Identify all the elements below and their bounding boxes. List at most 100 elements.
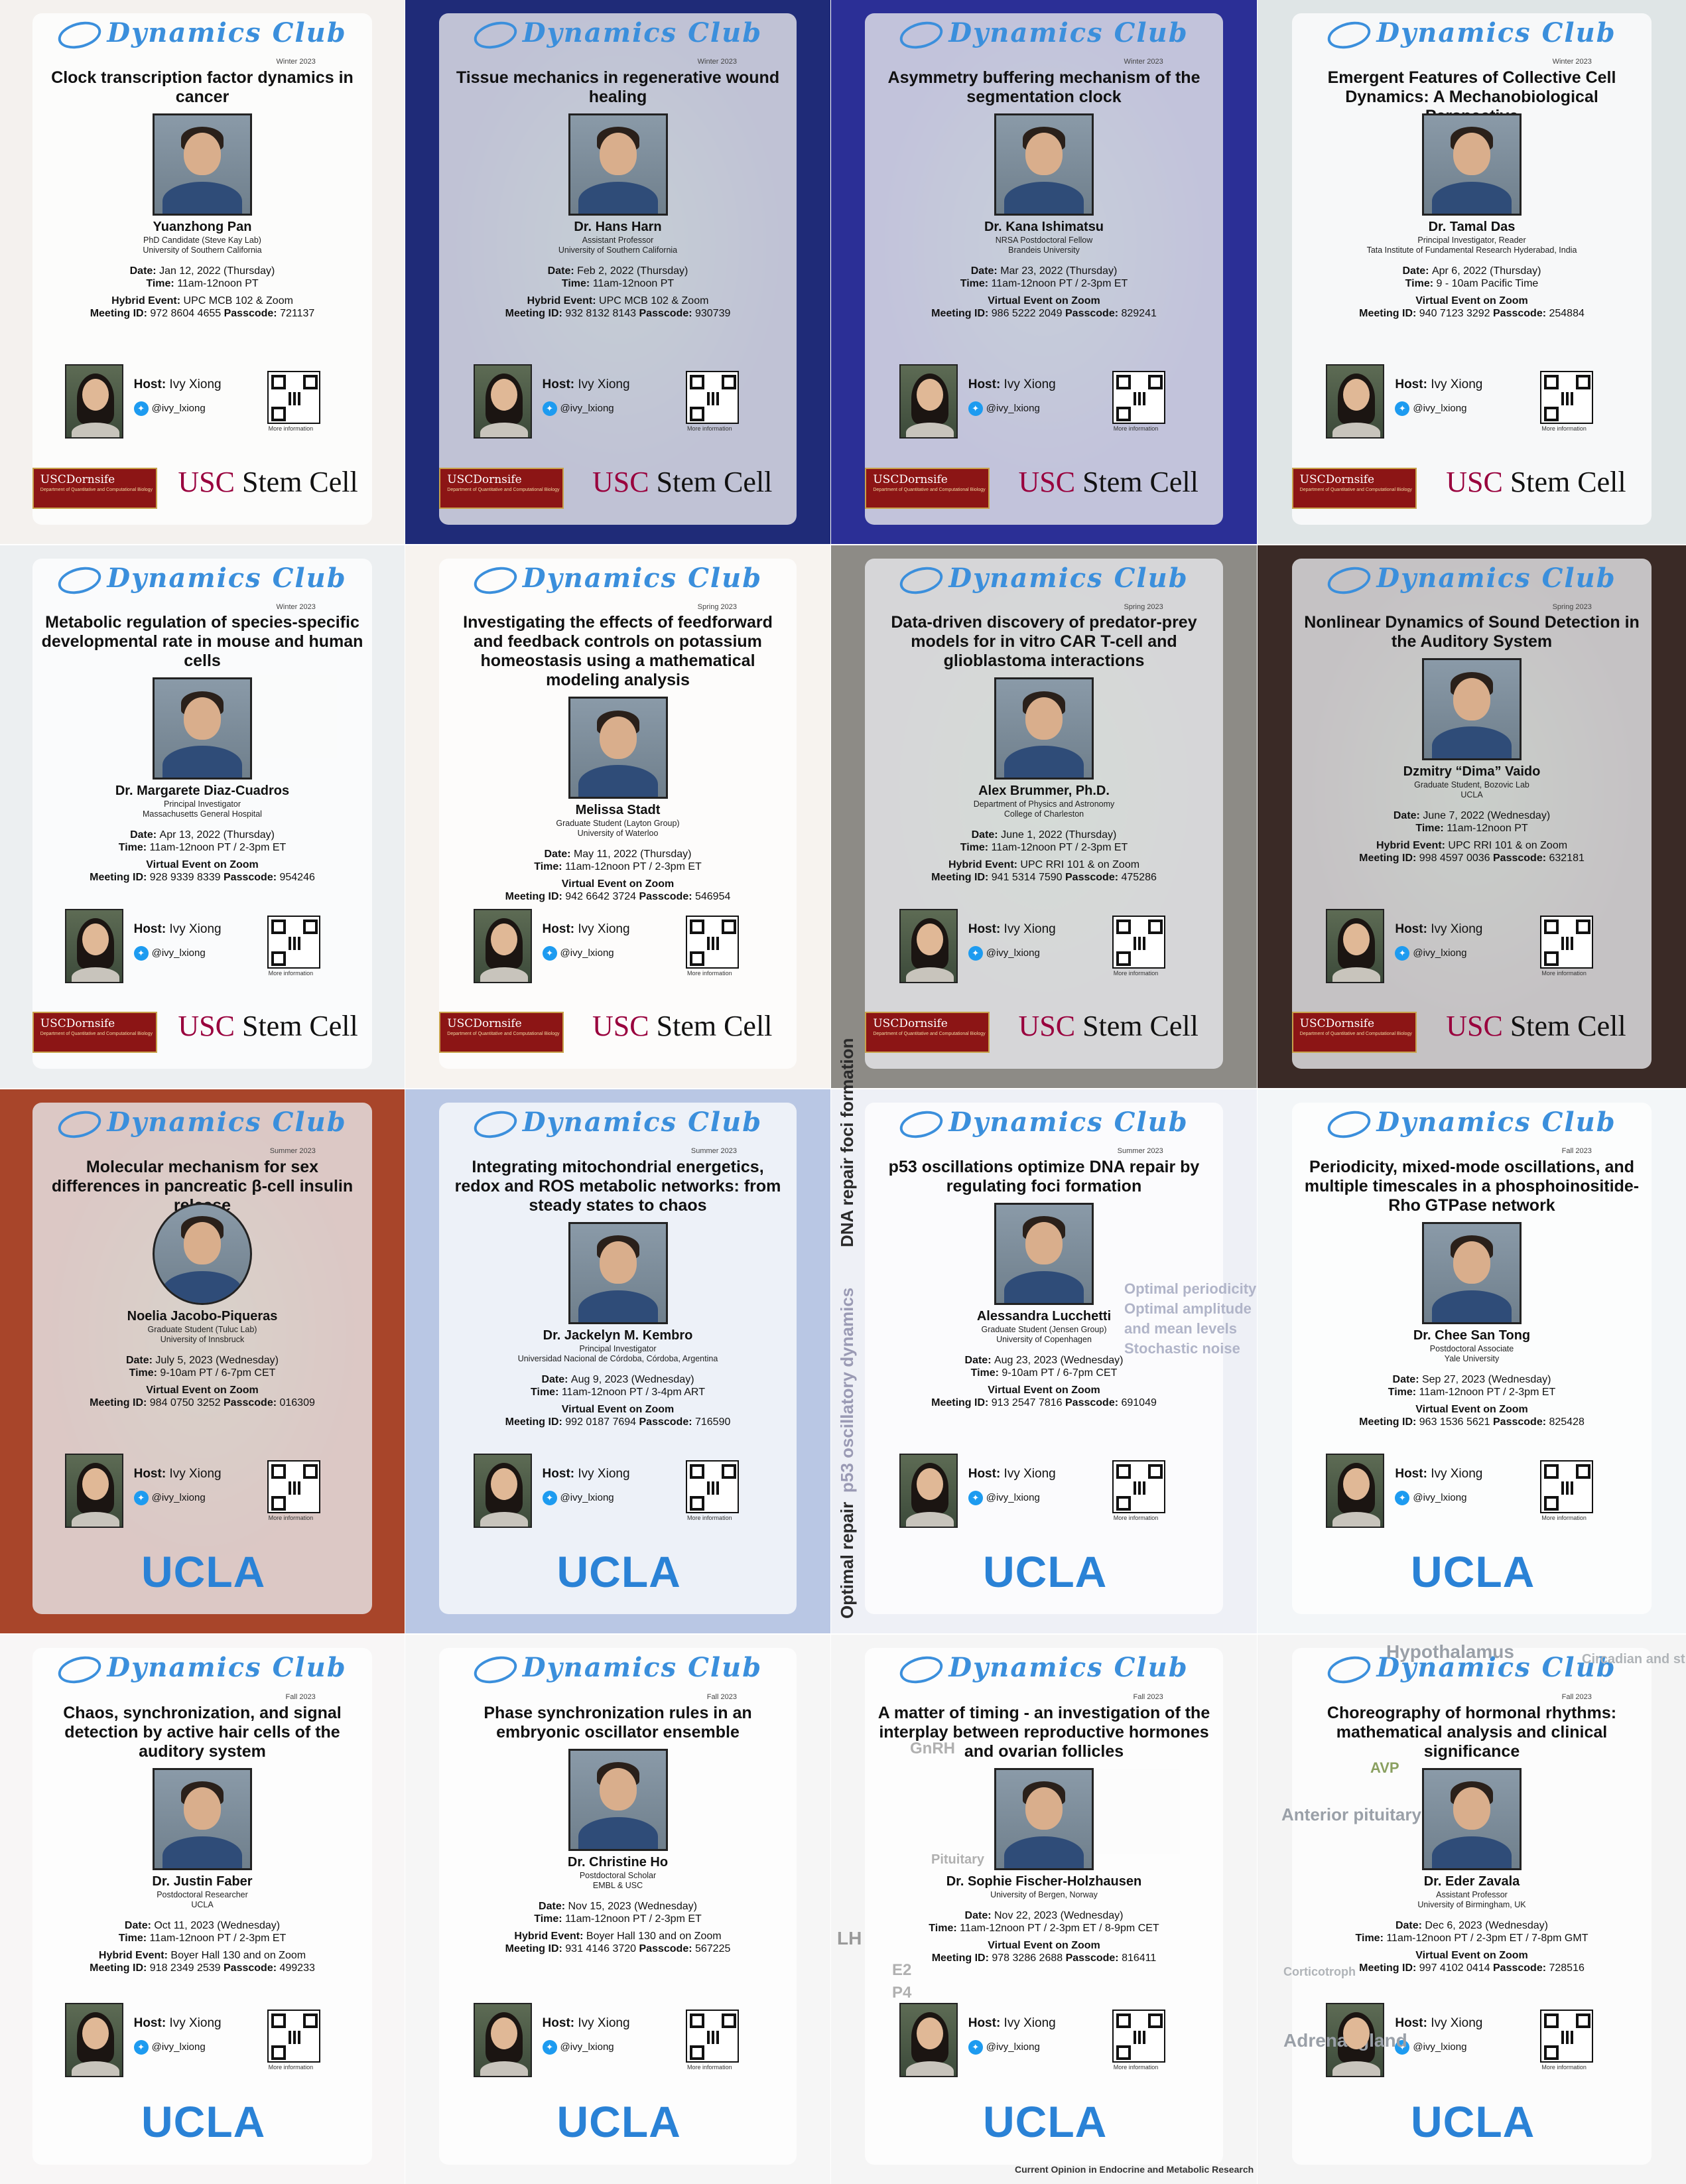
seminar-poster[interactable]: Dynamics Club Spring 2023 Nonlinear Dynami… bbox=[1258, 545, 1686, 1088]
seminar-poster[interactable]: Dynamics Club Summer 2023 Integrating mito… bbox=[405, 1089, 830, 1633]
p53-annotation-noise: Optimal amplitude bbox=[1124, 1300, 1252, 1317]
twitter-handle[interactable]: ✦ @ivy_lxiong bbox=[542, 401, 614, 417]
speaker-head bbox=[599, 1768, 637, 1811]
qr-code[interactable] bbox=[686, 2009, 740, 2063]
dornsife-department: Department of Quantitative and Computati… bbox=[873, 1032, 986, 1037]
passcode-label: Passcode: bbox=[1493, 307, 1549, 319]
speaker-photo bbox=[568, 697, 668, 799]
ucla-logo: UCLA bbox=[141, 1546, 266, 1596]
date-line: Date: Sep 27, 2023 (Wednesday) bbox=[1392, 1373, 1551, 1385]
seminar-poster[interactable]: Dynamics Club Winter 2023 Asymmetry buffer… bbox=[831, 0, 1257, 544]
event-info: Date: Sep 27, 2023 (Wednesday) Time: 11am… bbox=[1275, 1373, 1669, 1428]
qr-code[interactable] bbox=[1540, 1460, 1594, 1514]
spacer bbox=[422, 1925, 814, 1930]
season-label: Fall 2023 bbox=[1133, 1692, 1163, 1701]
spacer bbox=[422, 1399, 814, 1403]
host-photo bbox=[473, 364, 532, 439]
speaker-body bbox=[162, 746, 242, 778]
seminar-poster[interactable]: Dynamics Club Winter 2023 Tissue mechanics… bbox=[405, 0, 830, 544]
seminar-poster[interactable]: Dynamics Club Fall 2023 Chaos, synchroniza… bbox=[0, 1635, 405, 2184]
seminar-poster[interactable]: Dynamics Club Fall 2023 Phase synchronizat… bbox=[405, 1635, 830, 2184]
host-label: Host: bbox=[542, 922, 578, 937]
speaker-affiliation: Graduate Student (Tuluc Lab) University o… bbox=[16, 1325, 388, 1345]
seminar-poster[interactable]: Dynamics Club Winter 2023 Metabolic regula… bbox=[0, 545, 405, 1088]
passcode-label: Passcode: bbox=[639, 891, 695, 903]
time-line: Time: 11am-12noon PT / 2-3pm ET bbox=[534, 861, 702, 873]
talk-title: Metabolic regulation of species-specific… bbox=[41, 613, 363, 671]
twitter-handle[interactable]: ✦ @ivy_lxiong bbox=[133, 2039, 206, 2055]
event-label: Virtual Event on Zoom bbox=[988, 1384, 1100, 1396]
qr-code[interactable] bbox=[267, 916, 320, 969]
twitter-handle[interactable]: ✦ @ivy_lxiong bbox=[968, 946, 1040, 961]
host-head bbox=[490, 923, 517, 956]
seminar-poster[interactable]: Dynamics Club Fall 2023 Periodicity, mixed… bbox=[1258, 1089, 1686, 1633]
speaker-affiliation: Postdoctoral Scholar EMBL & USC bbox=[422, 1871, 814, 1891]
time-label: Time: bbox=[960, 277, 992, 289]
speaker-affiliation: Graduate Student (Jensen Group) Universit… bbox=[848, 1325, 1240, 1345]
host-body bbox=[905, 967, 954, 983]
zavala-hypothalamus: Hypothalamus bbox=[1386, 1641, 1514, 1662]
qr-code[interactable] bbox=[686, 916, 740, 969]
event-info: Date: Nov 22, 2023 (Wednesday) Time: 11am… bbox=[848, 1909, 1240, 1964]
qr-modules bbox=[1561, 392, 1575, 406]
qr-code[interactable] bbox=[1112, 371, 1165, 425]
p53-annotation-dynamics: p53 oscillatory dynamics bbox=[837, 1287, 857, 1493]
dornsife-wordmark: USCDornsife bbox=[1299, 473, 1375, 487]
twitter-handle[interactable]: ✦ @ivy_lxiong bbox=[968, 1491, 1040, 1506]
qr-code[interactable] bbox=[1540, 916, 1594, 969]
more-information-label: More information bbox=[687, 2063, 732, 2071]
speaker-photo bbox=[1422, 113, 1522, 216]
twitter-handle[interactable]: ✦ @ivy_lxiong bbox=[1395, 401, 1466, 417]
speaker-photo bbox=[1422, 1221, 1522, 1324]
seminar-poster[interactable]: Dynamics Club Summer 2023 p53 oscillations… bbox=[831, 1089, 1257, 1633]
qr-code[interactable] bbox=[1112, 1460, 1165, 1514]
seminar-poster[interactable]: Dynamics Club Winter 2023 Emergent Feature… bbox=[1258, 0, 1686, 544]
qr-code[interactable] bbox=[1540, 371, 1594, 425]
twitter-handle[interactable]: ✦ @ivy_lxiong bbox=[133, 1491, 206, 1506]
spacer bbox=[16, 1379, 388, 1384]
seminar-poster[interactable]: Dynamics Club Spring 2023 Data-driven disc… bbox=[831, 545, 1257, 1088]
affiliation-line: PhD Candidate (Steve Kay Lab) bbox=[143, 235, 261, 245]
qr-code[interactable] bbox=[1112, 2009, 1165, 2063]
qr-code[interactable] bbox=[267, 1460, 320, 1514]
twitter-handle[interactable]: ✦ @ivy_lxiong bbox=[968, 401, 1040, 417]
speaker-head bbox=[184, 697, 221, 740]
twitter-icon: ✦ bbox=[968, 2039, 983, 2055]
date-label: Date: bbox=[547, 265, 578, 277]
passcode-label: Passcode: bbox=[639, 1943, 695, 1954]
qr-code[interactable] bbox=[686, 1460, 740, 1514]
twitter-handle[interactable]: ✦ @ivy_lxiong bbox=[1395, 1491, 1466, 1506]
qr-code[interactable] bbox=[686, 371, 740, 425]
passcode-label: Passcode: bbox=[1065, 1397, 1122, 1408]
qr-code[interactable] bbox=[267, 2009, 320, 2063]
twitter-handle[interactable]: ✦ @ivy_lxiong bbox=[542, 1491, 614, 1506]
talk-title: Emergent Features of Collective Cell Dyn… bbox=[1327, 68, 1616, 125]
twitter-handle[interactable]: ✦ @ivy_lxiong bbox=[133, 946, 206, 961]
host-body bbox=[480, 967, 528, 983]
date-line: Date: June 7, 2022 (Wednesday) bbox=[1393, 810, 1551, 822]
qr-code[interactable] bbox=[1112, 916, 1165, 969]
seminar-poster[interactable]: Dynamics Club Fall 2023 Choreography of ho… bbox=[1258, 1635, 1686, 2184]
twitter-handle[interactable]: ✦ @ivy_lxiong bbox=[1395, 2039, 1466, 2055]
twitter-handle[interactable]: ✦ @ivy_lxiong bbox=[133, 401, 206, 417]
speaker-name: Dr. Tamal Das bbox=[1428, 219, 1516, 234]
speaker-body bbox=[1432, 1836, 1512, 1868]
seminar-poster[interactable]: Dynamics Club Spring 2023 Investigating th… bbox=[405, 545, 830, 1088]
qr-finder bbox=[271, 375, 286, 390]
seminar-poster[interactable]: Dynamics Club Fall 2023 A matter of timing… bbox=[831, 1635, 1257, 2184]
speaker-photo bbox=[153, 1202, 252, 1305]
date-label: Date: bbox=[1402, 265, 1432, 277]
seminar-poster[interactable]: Dynamics Club Winter 2023 Clock transcript… bbox=[0, 0, 405, 544]
twitter-handle[interactable]: ✦ @ivy_lxiong bbox=[1395, 946, 1466, 961]
season-label: Spring 2023 bbox=[1552, 602, 1592, 611]
twitter-handle[interactable]: ✦ @ivy_lxiong bbox=[542, 946, 614, 961]
time-label: Time: bbox=[970, 1367, 1002, 1379]
twitter-handle[interactable]: ✦ @ivy_lxiong bbox=[968, 2039, 1040, 2055]
qr-code[interactable] bbox=[1540, 2009, 1594, 2063]
dornsife-department: Department of Quantitative and Computati… bbox=[873, 488, 986, 493]
seminar-poster[interactable]: Dynamics Club Summer 2023 Molecular mechan… bbox=[0, 1089, 405, 1633]
passcode-label: Passcode: bbox=[1493, 853, 1549, 864]
qr-code[interactable] bbox=[267, 371, 320, 425]
twitter-handle[interactable]: ✦ @ivy_lxiong bbox=[542, 2039, 614, 2055]
speaker-affiliation: Graduate Student, Bozovic Lab UCLA bbox=[1275, 780, 1669, 800]
